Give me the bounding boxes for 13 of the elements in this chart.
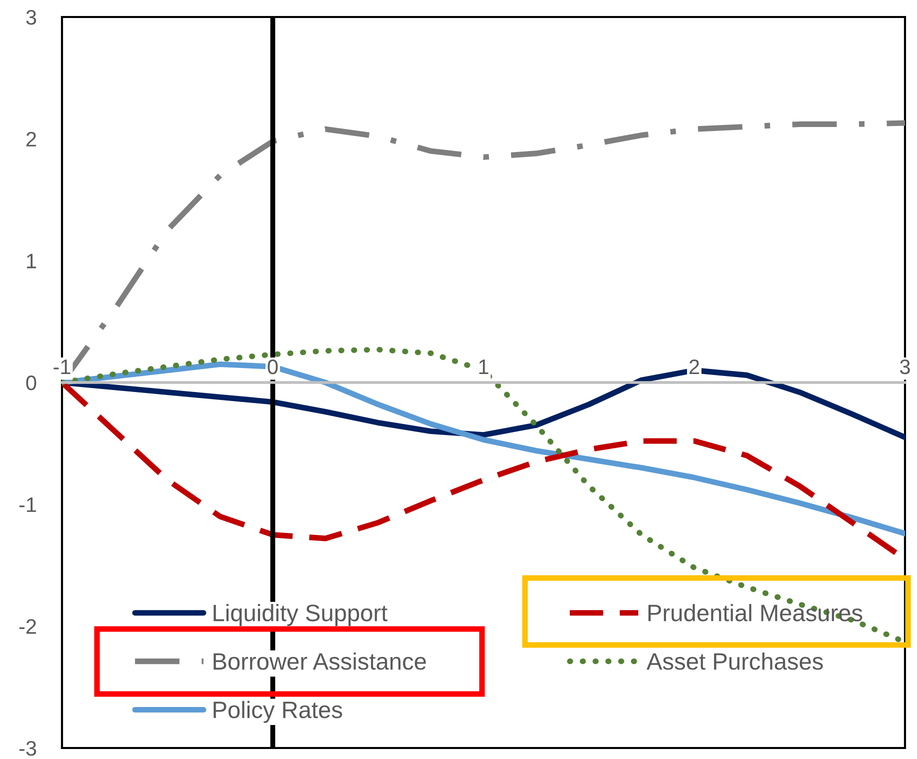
x-tick-label: 3 xyxy=(900,359,910,374)
x-tick-label: -1 xyxy=(54,360,70,374)
y-tick-label: -3 xyxy=(19,741,36,756)
legend-label: Asset Purchases xyxy=(646,652,823,670)
y-tick-label: -2 xyxy=(19,619,36,634)
legend-label: Liquidity Support xyxy=(214,604,388,626)
y-tick-label: 2 xyxy=(26,132,36,146)
legend-label: Policy Rates xyxy=(214,700,342,723)
y-tick-label: 3 xyxy=(26,10,36,25)
y-tick-label: 1 xyxy=(27,254,36,268)
legend-label: Borrower Assistance xyxy=(214,652,426,670)
y-tick-label: 0 xyxy=(26,376,36,390)
y-tick-label: -1 xyxy=(19,498,36,512)
